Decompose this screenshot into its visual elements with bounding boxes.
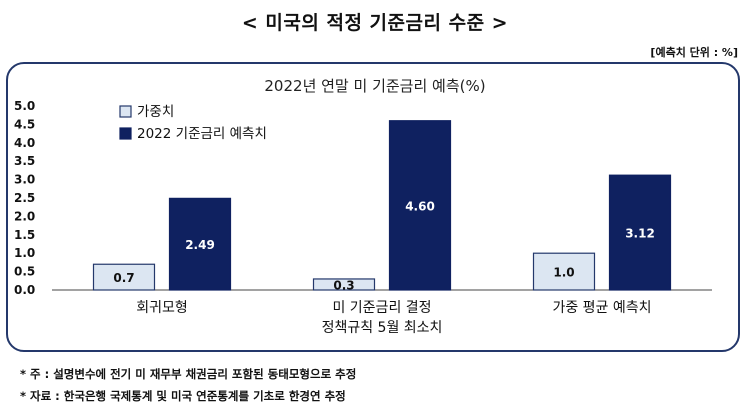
legend: 가중치 2022 기준금리 예측치 — [119, 104, 267, 142]
chart-title: 2022년 연말 미 기준금리 예측(%) — [264, 77, 485, 95]
y-tick-label-4: 2.0 — [14, 209, 35, 223]
x-tick-label-0-0: 회귀모형 — [136, 300, 188, 316]
bar-s1-c0 — [168, 197, 232, 291]
footnote-2: * 자료 : 한국은행 국제통계 및 미국 연준통계를 기초로 한경연 추정 — [20, 389, 346, 403]
bar-s0-c0 — [92, 263, 156, 291]
bar-s1-c1 — [388, 120, 452, 291]
legend-swatch-1 — [119, 127, 132, 140]
chart-frame — [6, 62, 740, 352]
unit-note: [예측치 단위 : %] — [650, 46, 738, 59]
data-label-s0-c1: 0.3 — [333, 278, 354, 292]
data-label-s1-c2: 3.12 — [625, 227, 655, 241]
y-tick-label-10: 5.0 — [14, 99, 35, 113]
footnote-1: * 주 : 설명변수에 전기 미 재무부 채권금리 포함된 동태모형으로 추정 — [20, 367, 357, 381]
bar-s0-c1 — [312, 278, 376, 291]
y-tick-label-5: 2.5 — [14, 191, 35, 205]
x-tick-label-1-1: 정책규칙 5월 최소치 — [322, 320, 443, 336]
data-label-s0-c0: 0.7 — [113, 271, 134, 285]
x-tick-label-1-0: 미 기준금리 결정 — [332, 300, 431, 316]
legend-swatch-0 — [119, 105, 132, 118]
data-label-s1-c0: 2.49 — [185, 238, 215, 252]
legend-label-1: 2022 기준금리 예측치 — [137, 126, 267, 142]
bars-group: 0.7 2.49 0.3 4.60 1.0 3.12 — [92, 120, 672, 292]
page-title: < 미국의 적정 기준금리 수준 > — [241, 12, 509, 34]
y-tick-label-7: 3.5 — [14, 154, 35, 168]
y-tick-label-6: 3.0 — [14, 173, 35, 187]
y-tick-label-1: 0.5 — [14, 265, 35, 279]
y-tick-label-8: 4.0 — [14, 136, 35, 150]
y-tick-label-9: 4.5 — [14, 117, 35, 131]
x-tick-label-2-0: 가중 평균 예측치 — [552, 300, 651, 316]
data-label-s0-c2: 1.0 — [553, 266, 574, 280]
y-tick-label-2: 1.0 — [14, 246, 35, 260]
bar-s1-c2 — [608, 174, 672, 291]
data-label-s1-c1: 4.60 — [405, 199, 435, 213]
y-tick-label-0: 0.0 — [14, 283, 35, 297]
y-axis: 0.0 0.5 1.0 1.5 2.0 2.5 3.0 3.5 4.0 4.5 5.0 — [14, 99, 712, 297]
y-tick-label-3: 1.5 — [14, 228, 35, 242]
bar-s0-c2 — [532, 252, 596, 291]
legend-label-0: 가중치 — [137, 104, 174, 120]
